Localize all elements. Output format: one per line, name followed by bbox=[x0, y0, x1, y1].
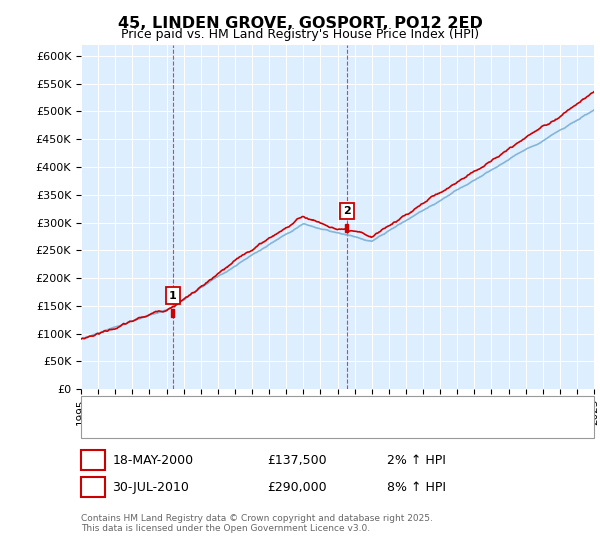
Bar bbox=[345, 224, 349, 232]
Text: Price paid vs. HM Land Registry's House Price Index (HPI): Price paid vs. HM Land Registry's House … bbox=[121, 28, 479, 41]
Text: 8% ↑ HPI: 8% ↑ HPI bbox=[387, 480, 446, 494]
Text: 1: 1 bbox=[89, 454, 97, 467]
Text: Contains HM Land Registry data © Crown copyright and database right 2025.
This d: Contains HM Land Registry data © Crown c… bbox=[81, 514, 433, 534]
Bar bbox=[172, 309, 175, 317]
Text: 2: 2 bbox=[89, 480, 97, 494]
Text: 2: 2 bbox=[343, 206, 350, 216]
Text: 1: 1 bbox=[169, 291, 177, 301]
Text: 2% ↑ HPI: 2% ↑ HPI bbox=[387, 454, 446, 467]
Text: 30-JUL-2010: 30-JUL-2010 bbox=[112, 480, 189, 494]
Text: £137,500: £137,500 bbox=[267, 454, 326, 467]
Text: 45, LINDEN GROVE, GOSPORT, PO12 2ED: 45, LINDEN GROVE, GOSPORT, PO12 2ED bbox=[118, 16, 482, 31]
Text: ——: —— bbox=[88, 419, 119, 434]
Text: £290,000: £290,000 bbox=[267, 480, 326, 494]
Text: 45, LINDEN GROVE, GOSPORT, PO12 2ED (detached house): 45, LINDEN GROVE, GOSPORT, PO12 2ED (det… bbox=[121, 402, 446, 412]
Text: 18-MAY-2000: 18-MAY-2000 bbox=[112, 454, 193, 467]
Text: ——: —— bbox=[88, 400, 119, 414]
Text: HPI: Average price, detached house, Gosport: HPI: Average price, detached house, Gosp… bbox=[121, 422, 367, 432]
